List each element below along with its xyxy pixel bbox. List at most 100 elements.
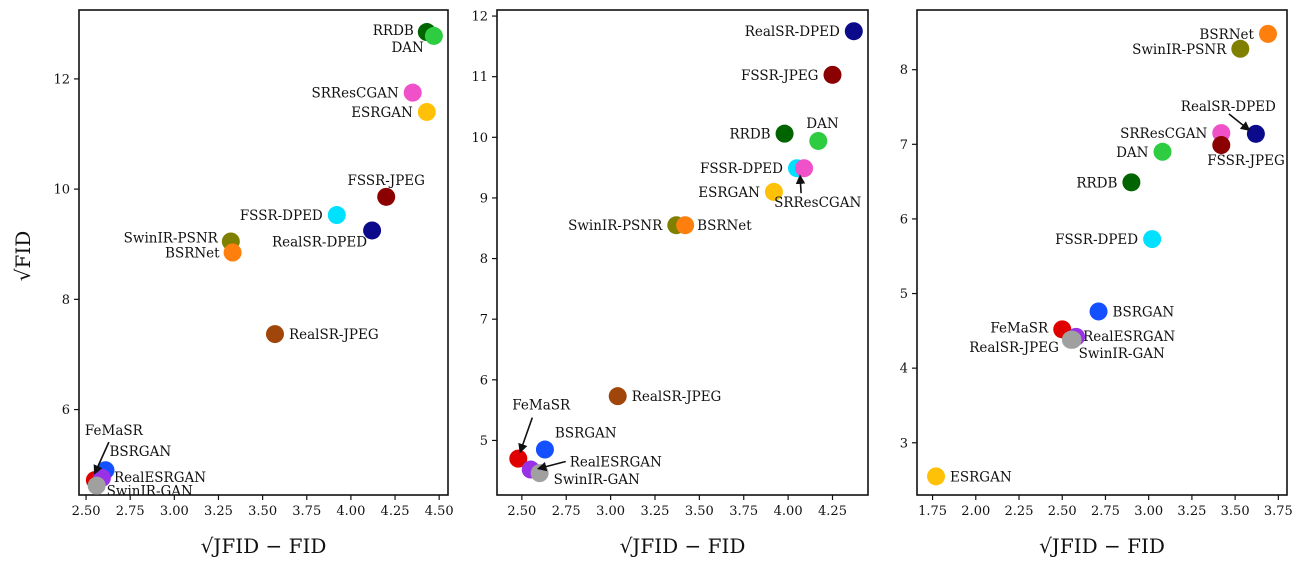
- x-tick-label: 2.50: [1048, 504, 1077, 519]
- x-tick-label: 2.75: [1091, 504, 1120, 519]
- annotation-arrow: [536, 460, 566, 472]
- x-tick-label: 2.75: [116, 504, 145, 519]
- point-fssr-dped: [327, 206, 346, 225]
- point-swinir-psnr: [1231, 39, 1250, 58]
- point-label-swinir-psnr: SwinIR-PSNR: [1132, 42, 1227, 58]
- point-fssr-jpeg: [377, 187, 396, 206]
- point-label-swinir-gan: SwinIR-GAN: [1079, 346, 1165, 362]
- y-tick-label: 5: [900, 287, 908, 302]
- point-label-fssr-jpeg: FSSR-JPEG: [1207, 153, 1285, 169]
- x-tick-label: 3.75: [1264, 504, 1293, 519]
- point-label-fssr-dped: FSSR-DPED: [700, 161, 783, 177]
- point-rrdb: [775, 124, 794, 143]
- x-tick-label: 4.25: [818, 504, 847, 519]
- point-label-bsrgan: BSRGAN: [1113, 304, 1175, 320]
- point-label-dan: DAN: [806, 116, 839, 132]
- point-label-bsrnet: BSRNet: [165, 246, 220, 262]
- point-label-realsr-dped: RealSR-DPED: [272, 234, 367, 250]
- point-label-dan: DAN: [1116, 145, 1149, 161]
- point-realsr-dped: [844, 22, 863, 41]
- point-label-realesrgan: RealESRGAN: [114, 470, 206, 486]
- point-label-realesrgan: RealESRGAN: [1083, 329, 1175, 345]
- x-tick-label: 3.00: [160, 504, 189, 519]
- point-srrescgan: [795, 159, 814, 178]
- point-swinir-gan: [87, 476, 106, 495]
- point-label-femasr: FeMaSR: [990, 320, 1049, 336]
- point-label-swinir-gan: SwinIR-GAN: [554, 472, 640, 488]
- x-tick-label: 2.00: [961, 504, 990, 519]
- point-label-realesrgan: RealESRGAN: [570, 455, 662, 471]
- annotation-arrow: [518, 417, 534, 454]
- point-dan: [809, 131, 828, 150]
- plot-frame: [496, 9, 869, 496]
- point-label-bsrgan: BSRGAN: [109, 444, 171, 460]
- point-label-realsr-dped: RealSR-DPED: [1181, 99, 1276, 115]
- y-tick-label: 8: [480, 252, 488, 267]
- point-label-realsr-jpeg: RealSR-JPEG: [969, 340, 1059, 356]
- point-femasr: [509, 449, 528, 468]
- point-label-rrdb: RRDB: [373, 23, 414, 39]
- plot-frame: [916, 9, 1288, 496]
- point-dan: [424, 26, 443, 45]
- point-realsr-dped: [1246, 124, 1265, 143]
- x-tick-label: 4.25: [381, 504, 410, 519]
- y-tick-label: 6: [62, 403, 70, 418]
- x-tick-label: 3.75: [729, 504, 758, 519]
- y-tick-label: 10: [471, 131, 488, 146]
- point-label-realsr-jpeg: RealSR-JPEG: [632, 389, 722, 405]
- point-realsr-jpeg: [265, 325, 284, 344]
- point-bsrgan: [1089, 302, 1108, 321]
- y-tick-label: 5: [480, 434, 488, 449]
- x-tick-label: 2.25: [1005, 504, 1034, 519]
- point-label-srrescgan: SRResCGAN: [312, 86, 399, 102]
- point-label-realsr-jpeg: RealSR-JPEG: [289, 327, 379, 343]
- point-label-bsrnet: BSRNet: [1199, 27, 1254, 43]
- x-tick-label: 3.50: [248, 504, 277, 519]
- x-tick-label: 4.00: [336, 504, 365, 519]
- point-label-bsrnet: BSRNet: [697, 218, 752, 234]
- point-bsrnet: [676, 216, 695, 235]
- y-tick-label: 7: [480, 313, 488, 328]
- x-axis-title: √JFID − FID: [1039, 534, 1165, 558]
- point-label-rrdb: RRDB: [729, 127, 770, 143]
- y-tick-label: 8: [62, 293, 70, 308]
- y-tick-label: 7: [900, 138, 908, 153]
- x-tick-label: 4.00: [774, 504, 803, 519]
- y-axis-title: √FID: [11, 231, 35, 282]
- chart-panel-1: 2.50 2.75 3.00 3.25 3.50 3.75 4.00 4.25 4.50 6 8 10…: [53, 9, 454, 558]
- x-axis-title: √JFID − FID: [620, 534, 746, 558]
- x-tick-label: 1.75: [918, 504, 947, 519]
- annotation-arrow: [93, 441, 110, 475]
- point-fssr-dped: [1143, 230, 1162, 249]
- point-esrgan: [927, 467, 946, 486]
- point-label-srrescgan: SRResCGAN: [774, 195, 861, 211]
- point-label-realsr-dped: RealSR-DPED: [745, 24, 840, 40]
- point-label-srrescgan: SRResCGAN: [1120, 126, 1207, 142]
- x-tick-label: 3.00: [1134, 504, 1163, 519]
- point-esrgan: [764, 182, 783, 201]
- point-label-femasr: FeMaSR: [512, 398, 571, 414]
- x-tick-label: 2.50: [507, 504, 536, 519]
- point-label-femasr: FeMaSR: [85, 423, 144, 439]
- x-tick-label: 2.50: [72, 504, 101, 519]
- chart-panel-3: 1.75 2.00 2.25 2.50 2.75 3.00 3.25 3.50 3.75 3 4 5 6…: [900, 9, 1293, 558]
- point-label-dan: DAN: [391, 40, 424, 56]
- point-label-fssr-dped: FSSR-DPED: [240, 208, 323, 224]
- y-tick-label: 3: [900, 436, 908, 451]
- x-tick-label: 3.00: [596, 504, 625, 519]
- point-dan: [1153, 142, 1172, 161]
- point-label-esrgan: ESRGAN: [351, 105, 413, 121]
- x-tick-label: 3.50: [1221, 504, 1250, 519]
- chart-panel-2: 2.50 2.75 3.00 3.25 3.50 3.75 4.00 4.25 5 6 7 8 9 10 1…: [471, 9, 869, 558]
- y-tick-label: 6: [900, 212, 908, 227]
- point-label-fssr-jpeg: FSSR-JPEG: [741, 68, 819, 84]
- plot-frame: [78, 9, 449, 496]
- annotation-arrow: [1228, 113, 1251, 132]
- y-tick-label: 6: [480, 373, 488, 388]
- point-label-swinir-psnr: SwinIR-PSNR: [568, 218, 663, 234]
- point-bsrnet: [1258, 24, 1277, 43]
- point-label-fssr-jpeg: FSSR-JPEG: [347, 173, 425, 189]
- point-label-swinir-psnr: SwinIR-PSNR: [124, 230, 219, 246]
- point-bsrnet: [223, 243, 242, 262]
- x-axis-title: √JFID − FID: [201, 534, 327, 558]
